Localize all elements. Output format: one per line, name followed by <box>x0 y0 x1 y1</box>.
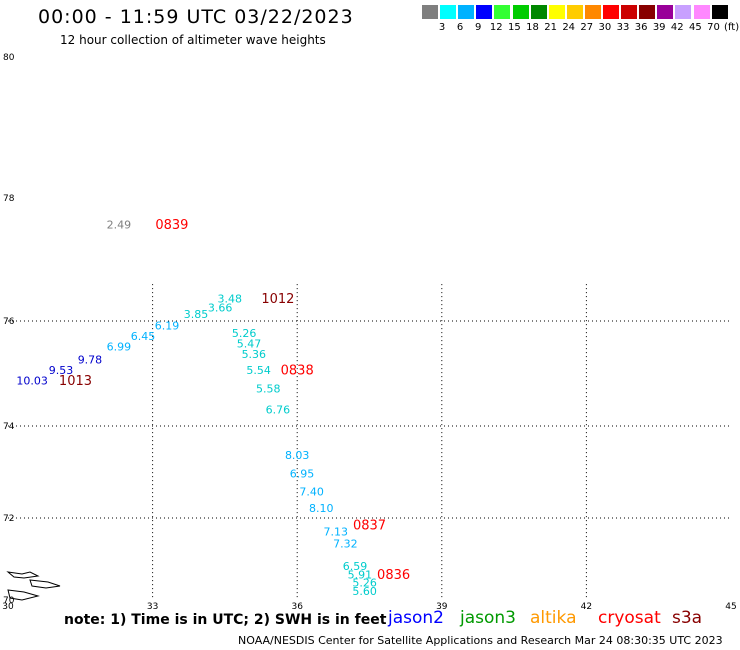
colorbar-swatch <box>548 5 565 19</box>
wave-height-label: 5.91 <box>348 568 373 581</box>
time-label: 0839 <box>155 218 188 233</box>
coastline <box>6 571 61 601</box>
longitude-tick-label: 33 <box>147 602 158 612</box>
time-label: 0837 <box>353 519 386 534</box>
colorbar-label: 33 <box>616 22 630 33</box>
colorbar-label: 70 <box>707 22 720 33</box>
colorbar-label: 24 <box>562 22 576 33</box>
time-label: 0838 <box>281 363 314 378</box>
satellite-legend-entry: jason2 <box>388 608 444 628</box>
time-label: 1012 <box>261 292 294 307</box>
units-note: note: 1) Time is in UTC; 2) SWH is in fe… <box>64 612 387 628</box>
map-subtitle: 12 hour collection of altimeter wave hei… <box>60 33 326 47</box>
latitude-tick-label: 74 <box>3 422 15 432</box>
colorbar-swatch <box>693 5 710 19</box>
credit-line: NOAA/NESDIS Center for Satellite Applica… <box>238 634 723 647</box>
wave-height-label: 7.32 <box>333 538 358 551</box>
wave-height-label: 6.59 <box>343 560 368 573</box>
colorbar-label: (ft) <box>724 22 740 33</box>
colorbar-label: 6 <box>456 22 464 33</box>
colorbar-label: 30 <box>598 22 612 33</box>
wave-height-label: 6.99 <box>107 340 132 353</box>
colorbar-label: 15 <box>508 22 521 33</box>
colorbar-swatch <box>476 5 493 19</box>
wave-height-label: 5.60 <box>352 585 377 598</box>
colorbar-swatch <box>639 5 656 19</box>
wave-height-label: 9.78 <box>78 353 103 366</box>
longitude-tick-label: 45 <box>725 602 736 612</box>
colorbar-swatch <box>675 5 692 19</box>
longitude-tick-label: 42 <box>581 602 592 612</box>
time-label: 1013 <box>59 374 92 389</box>
colorbar-swatch <box>621 5 638 19</box>
colorbar-label: 21 <box>544 22 557 33</box>
colorbar-swatch <box>566 5 583 19</box>
wave-height-label: 5.58 <box>256 382 281 395</box>
satellite-legend-entry: jason3 <box>460 608 516 628</box>
wave-height-label: 7.40 <box>299 486 324 499</box>
latitude-tick-label: 70 <box>3 596 15 606</box>
colorbar-swatch <box>530 5 547 19</box>
latitude-tick-label: 72 <box>3 514 14 524</box>
colorbar-label: 3 <box>438 22 446 33</box>
wave-height-label: 3.48 <box>217 292 242 305</box>
colorbar-swatch <box>512 5 529 19</box>
wave-height-label: 5.54 <box>246 364 271 377</box>
colorbar-swatch <box>494 5 511 19</box>
map-title: 00:00 - 11:59 UTC 03/22/2023 <box>38 6 354 28</box>
wave-height-label: 5.26 <box>352 577 377 590</box>
longitude-tick-label: 30 <box>2 602 14 612</box>
latitude-tick-label: 80 <box>3 53 15 63</box>
longitude-tick-label: 36 <box>291 602 303 612</box>
wave-height-label: 7.13 <box>324 525 349 538</box>
wave-height-label: 9.53 <box>49 364 74 377</box>
map-grid <box>8 284 732 600</box>
colorbar-label: 18 <box>526 22 539 33</box>
wave-height-label: 10.03 <box>16 374 48 387</box>
colorbar-label: 45 <box>689 22 702 33</box>
wave-height-label: 6.19 <box>155 319 180 332</box>
satellite-legend-entry: cryosat <box>598 608 661 628</box>
latitude-tick-label: 78 <box>3 194 15 204</box>
satellite-legend-entry: altika <box>530 608 577 628</box>
colorbar-label: 39 <box>652 22 666 33</box>
wave-height-label: 3.85 <box>184 308 209 321</box>
wave-height-label: 6.76 <box>266 403 291 416</box>
colorbar-label: 27 <box>580 22 594 33</box>
wave-height-label: 6.45 <box>131 330 156 343</box>
colorbar-swatch <box>711 5 728 19</box>
axis-tick-labels: 30 33 36 39 42 45 70 72 74 76 78 80 <box>2 53 736 612</box>
longitude-tick-label: 39 <box>436 602 448 612</box>
colorbar-swatch <box>422 5 438 19</box>
time-label: 0836 <box>377 568 410 583</box>
colorbar-swatch <box>603 5 619 19</box>
colorbar-swatch <box>440 5 457 19</box>
satellite-legend-entry: s3a <box>672 608 703 628</box>
colorbar-swatch <box>584 5 601 19</box>
wave-height-label: 8.10 <box>309 502 334 515</box>
wave-height-label: 5.26 <box>232 327 257 340</box>
latitude-tick-label: 76 <box>3 317 15 327</box>
colorbar-label: 12 <box>489 22 503 33</box>
colorbar-swatch <box>657 5 674 19</box>
colorbar-label: 9 <box>475 22 482 33</box>
wave-height-label: 5.47 <box>237 338 262 351</box>
colorbar-label: 42 <box>670 22 684 33</box>
colorbar-label: 36 <box>634 22 648 33</box>
wave-height-label: 6.95 <box>290 467 315 480</box>
wave-height-label: 8.03 <box>285 449 310 462</box>
colorbar-swatch <box>458 5 475 19</box>
wave-height-label: 3.66 <box>208 302 233 315</box>
wave-height-label: 2.49 <box>107 219 132 232</box>
wave-height-label: 5.36 <box>242 348 267 361</box>
